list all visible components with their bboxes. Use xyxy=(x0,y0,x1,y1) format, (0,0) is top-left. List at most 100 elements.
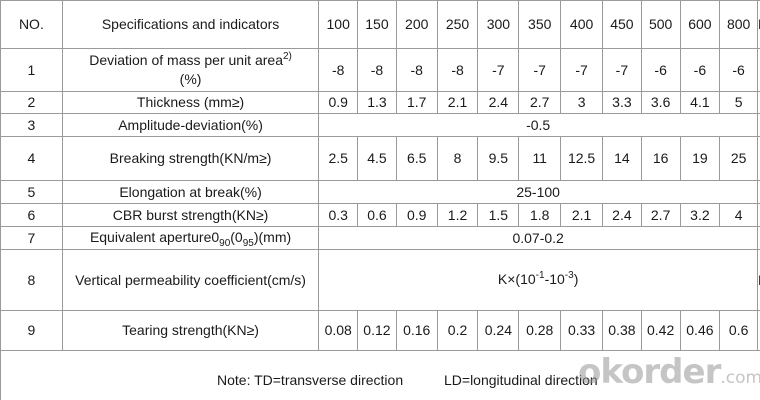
table-cell: 0.38 xyxy=(602,310,642,351)
row-number: 3 xyxy=(0,113,63,137)
header-spec: Specifications and indicators xyxy=(61,0,320,49)
table-cell: -8 xyxy=(436,48,479,92)
spec-label: Thickness (mm≥) xyxy=(61,91,320,114)
row-number: 8 xyxy=(0,249,63,311)
table-cell: 0.6 xyxy=(357,203,397,227)
header-grade: 250 xyxy=(436,0,479,49)
header-no: NO. xyxy=(0,0,63,49)
table-cell: 6.5 xyxy=(395,136,438,181)
spec-label: Elongation at break(%) xyxy=(61,180,320,204)
table-cell: 2.4 xyxy=(602,203,642,227)
table-cell: 0.46 xyxy=(679,310,721,351)
header-grade: 100 xyxy=(318,0,359,49)
header-grade: 500 xyxy=(640,0,681,49)
table-cell: 4 xyxy=(719,203,758,227)
table-cell: -8 xyxy=(395,48,438,92)
table-cell: 4.5 xyxy=(357,136,397,181)
table-cell: 0.3 xyxy=(318,203,359,227)
note-longitudinal: LD=longitudinal direction xyxy=(444,371,598,388)
row-number: 6 xyxy=(0,203,63,227)
header-grade: 400 xyxy=(560,0,604,49)
table-cell: 11 xyxy=(518,136,562,181)
table-row: 8 Vertical permeability coefficient(cm/s… xyxy=(0,249,760,311)
note-transverse: Note: TD=transverse direction xyxy=(217,371,404,388)
table-cell: 2.7 xyxy=(640,203,681,227)
table-cell: -6 xyxy=(679,48,721,92)
table-cell: 5 xyxy=(719,91,758,114)
table-cell: 1.3 xyxy=(357,91,397,114)
header-grade: 150 xyxy=(357,0,397,49)
table-cell: 3.2 xyxy=(679,203,721,227)
table-cell: 2.1 xyxy=(436,91,479,114)
table-cell: 0.08 xyxy=(318,310,359,351)
table-cell: 14 xyxy=(602,136,642,181)
table-cell: -6 xyxy=(719,48,758,92)
table-cell: 0.2 xyxy=(436,310,479,351)
table-cell: -8 xyxy=(318,48,359,92)
table-row: 6 CBR burst strength(KN≥) 0.3 0.6 0.9 1.… xyxy=(0,203,760,227)
table-cell: 0.24 xyxy=(477,310,520,351)
table-cell: 2.7 xyxy=(518,91,562,114)
header-grade: 300 xyxy=(477,0,520,49)
table-cell: -7 xyxy=(518,48,562,92)
table-cell: 1.2 xyxy=(436,203,479,227)
row-number: 7 xyxy=(0,226,63,250)
table-row: 5 Elongation at break(%) 25-100 xyxy=(0,180,760,204)
table-cell: -7 xyxy=(477,48,520,92)
table-row: 1 Deviation of mass per unit area2) (%) -… xyxy=(0,48,760,92)
table-cell: 9.5 xyxy=(477,136,520,181)
table-cell: 8 xyxy=(436,136,479,181)
table-cell: 0.9 xyxy=(395,203,438,227)
note-cell: Note: TD=transverse direction LD=longitu… xyxy=(0,350,760,400)
merged-value-cell: K×(10-1-10-3) xyxy=(318,249,758,311)
table-cell: 25 xyxy=(719,136,758,181)
header-grade: 350 xyxy=(518,0,562,49)
spec-label: Deviation of mass per unit area2) (%) xyxy=(61,48,320,92)
table-cell: 3.6 xyxy=(640,91,681,114)
table-cell: 4.1 xyxy=(679,91,721,114)
table-cell: 12.5 xyxy=(560,136,604,181)
merged-value-cell: 25-100 xyxy=(318,180,758,204)
header-grade: 600 xyxy=(679,0,721,49)
table-cell: -7 xyxy=(560,48,604,92)
table-cell: -7 xyxy=(602,48,642,92)
table-cell: 16 xyxy=(640,136,681,181)
spec-label: Amplitude-deviation(%) xyxy=(61,113,320,137)
table-row: 7 Equivalent aperture090(095)(mm) 0.07-0… xyxy=(0,226,760,250)
table-cell: 1.8 xyxy=(518,203,562,227)
table-cell: 3.3 xyxy=(602,91,642,114)
table-cell: 3 xyxy=(560,91,604,114)
table-cell: -8 xyxy=(357,48,397,92)
spec-label: Breaking strength(KN/m≥) xyxy=(61,136,320,181)
header-row: NO. Specifications and indicators 100 15… xyxy=(0,0,760,49)
row-number: 2 xyxy=(0,91,63,114)
table-row: 3 Amplitude-deviation(%) -0.5 xyxy=(0,113,760,137)
merged-value-cell: 0.07-0.2 xyxy=(318,226,758,250)
row-number: 1 xyxy=(0,48,63,92)
table-cell: 0.6 xyxy=(719,310,758,351)
table-cell: 2.1 xyxy=(560,203,604,227)
table-cell: -6 xyxy=(640,48,681,92)
table-cell: 0.12 xyxy=(357,310,397,351)
spec-label: Tearing strength(KN≥) xyxy=(61,310,320,351)
row-number: 4 xyxy=(0,136,63,181)
table-row: 2 Thickness (mm≥) 0.9 1.3 1.7 2.1 2.4 2.… xyxy=(0,91,760,114)
header-grade: 200 xyxy=(395,0,438,49)
table-cell: 0.16 xyxy=(395,310,438,351)
header-grade: 800 xyxy=(719,0,758,49)
table-cell: 0.33 xyxy=(560,310,604,351)
spec-label: Equivalent aperture090(095)(mm) xyxy=(61,226,320,250)
table-cell: 1.7 xyxy=(395,91,438,114)
merged-value-cell: -0.5 xyxy=(318,113,758,137)
table-cell: 0.9 xyxy=(318,91,359,114)
table-cell: 0.28 xyxy=(518,310,562,351)
spec-label: CBR burst strength(KN≥) xyxy=(61,203,320,227)
header-grade: 450 xyxy=(602,0,642,49)
table-row: 9 Tearing strength(KN≥) 0.08 0.12 0.16 0… xyxy=(0,310,760,351)
row-number: 5 xyxy=(0,180,63,204)
spec-label: Vertical permeability coefficient(cm/s) xyxy=(61,249,320,311)
table-cell: 0.42 xyxy=(640,310,681,351)
table-row: 4 Breaking strength(KN/m≥) 2.5 4.5 6.5 8… xyxy=(0,136,760,181)
